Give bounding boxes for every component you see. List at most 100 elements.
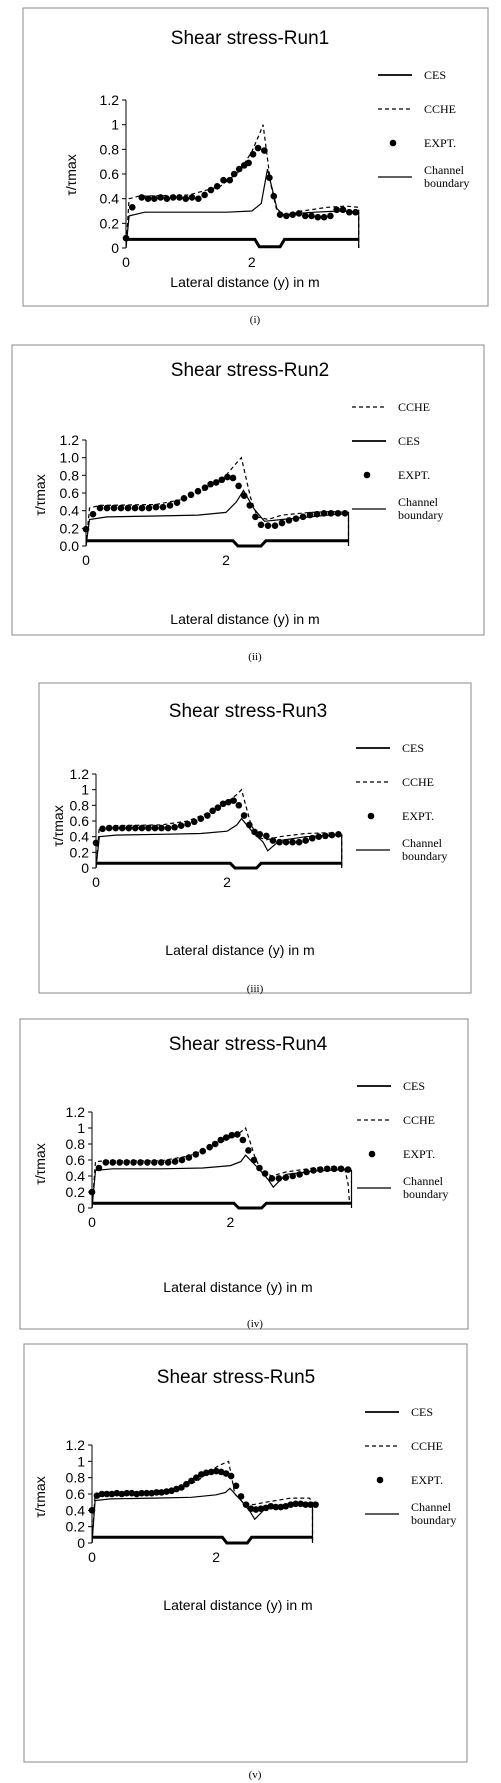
data-point-expt bbox=[178, 1484, 185, 1491]
data-point-expt bbox=[232, 1482, 240, 1490]
data-point-expt bbox=[276, 211, 284, 218]
y-tick-label: 0.2 bbox=[60, 520, 80, 536]
legend-label-cche: CCHE bbox=[411, 1439, 443, 1453]
data-point-expt bbox=[151, 824, 159, 832]
data-point-expt bbox=[283, 212, 290, 220]
data-point-expt bbox=[123, 1159, 130, 1166]
data-point-expt bbox=[246, 821, 253, 829]
data-point-expt bbox=[320, 510, 328, 517]
data-point-expt bbox=[235, 165, 243, 173]
x-tick-label: 2 bbox=[223, 874, 231, 890]
data-point-expt bbox=[143, 1489, 150, 1497]
data-point-expt bbox=[245, 159, 252, 167]
data-point-expt bbox=[333, 206, 340, 214]
data-point-expt bbox=[211, 1140, 219, 1148]
y-tick-label: 0.4 bbox=[100, 191, 120, 207]
data-point-expt bbox=[275, 1175, 283, 1182]
data-point-expt bbox=[173, 499, 181, 507]
data-point-expt bbox=[201, 484, 209, 492]
y-tick-label: 0.6 bbox=[100, 166, 120, 182]
data-point-expt bbox=[124, 504, 132, 512]
data-point-expt bbox=[242, 1501, 250, 1508]
legend-swatch-expt bbox=[389, 139, 397, 147]
data-point-expt bbox=[237, 1493, 245, 1500]
x-axis-label: Lateral distance (y) in m bbox=[170, 611, 319, 627]
data-point-expt bbox=[95, 1164, 103, 1172]
chart-title: Shear stress-Run5 bbox=[157, 1367, 315, 1388]
data-point-expt bbox=[108, 1490, 116, 1498]
data-point-expt bbox=[306, 511, 314, 519]
legend-label-channel-boundary: Channel boundary bbox=[403, 1174, 448, 1201]
data-point-expt bbox=[352, 208, 359, 216]
data-point-expt bbox=[299, 513, 307, 521]
data-point-expt bbox=[277, 1503, 285, 1511]
data-point-expt bbox=[217, 1136, 225, 1144]
data-point-expt bbox=[113, 1489, 121, 1497]
y-tick-label: 0.8 bbox=[100, 141, 120, 157]
legend: CES CCHE EXPT. Channel boundary bbox=[378, 68, 469, 190]
y-tick-label: 1.2 bbox=[66, 1437, 86, 1453]
legend-label-channel-boundary: Channel boundary bbox=[398, 495, 443, 522]
legend-label-channel-boundary: Channel boundary bbox=[411, 1500, 456, 1527]
data-point-expt bbox=[292, 1500, 300, 1508]
data-point-expt bbox=[213, 183, 221, 190]
chart-frame bbox=[38, 682, 472, 994]
data-point-expt bbox=[207, 480, 214, 488]
data-point-expt bbox=[164, 824, 172, 832]
data-point-expt bbox=[240, 492, 248, 499]
data-point-expt bbox=[289, 838, 296, 846]
data-point-expt bbox=[313, 510, 321, 518]
data-point-expt bbox=[297, 1500, 304, 1508]
series-line-cche bbox=[85, 456, 350, 547]
data-point-expt bbox=[328, 831, 336, 839]
data-point-expt bbox=[145, 824, 152, 832]
data-point-expt bbox=[266, 174, 273, 181]
x-tick-label: 0 bbox=[88, 1214, 96, 1230]
series-line-channel-boundary bbox=[86, 539, 349, 548]
data-point-expt bbox=[212, 1467, 220, 1475]
data-point-expt bbox=[204, 812, 211, 819]
data-point-expt bbox=[110, 504, 118, 512]
y-tick-label: 1.2 bbox=[100, 92, 120, 108]
data-point-expt bbox=[171, 1158, 179, 1165]
data-point-expt bbox=[88, 1507, 96, 1514]
data-point-expt bbox=[198, 1471, 205, 1478]
data-point-expt bbox=[207, 1468, 215, 1476]
chart-panel-5: Shear stress-Run5 00.20.40.60.811.2 0 2 τ/τm… bbox=[23, 1343, 468, 1781]
y-tick-label: 0.0 bbox=[60, 538, 80, 554]
legend-label-line: Channel bbox=[424, 163, 465, 177]
data-point-expt bbox=[219, 800, 227, 808]
data-point-expt bbox=[103, 504, 111, 512]
legend-label-expt: EXPT. bbox=[398, 468, 430, 482]
series-line-ces bbox=[125, 168, 360, 249]
data-point-expt bbox=[145, 504, 153, 512]
data-point-expt bbox=[206, 1143, 213, 1151]
data-point-expt bbox=[246, 502, 254, 509]
data-point-expt bbox=[166, 502, 174, 509]
data-point-expt bbox=[235, 482, 242, 490]
data-point-expt bbox=[151, 195, 158, 202]
chart-title: Shear stress-Run3 bbox=[169, 701, 327, 722]
data-point-expt bbox=[92, 839, 100, 847]
legend-label-ces: CES bbox=[411, 1405, 433, 1419]
y-tick-label: 1.2 bbox=[70, 766, 90, 782]
data-point-expt bbox=[252, 1506, 260, 1513]
legend: CES CCHE EXPT. Channel boundary bbox=[356, 741, 447, 863]
data-point-expt bbox=[128, 204, 136, 211]
data-point-expt bbox=[82, 525, 90, 533]
legend-label-line: boundary bbox=[411, 1513, 456, 1527]
data-point-expt bbox=[88, 1188, 96, 1196]
data-point-expt bbox=[254, 144, 262, 152]
legend: CCHE CES EXPT. Channel boundary bbox=[352, 400, 443, 522]
data-point-expt bbox=[220, 176, 227, 184]
data-point-expt bbox=[322, 832, 329, 840]
x-tick-label: 2 bbox=[222, 552, 230, 568]
series-line-channel-boundary bbox=[96, 861, 342, 870]
data-point-expt bbox=[268, 1175, 276, 1182]
data-point-expt bbox=[180, 495, 188, 502]
y-tick-label: 0 bbox=[77, 1535, 85, 1551]
y-tick-label: 0.6 bbox=[70, 813, 90, 829]
data-point-expt bbox=[157, 1159, 165, 1166]
data-point-expt bbox=[158, 1489, 165, 1496]
data-point-expt bbox=[212, 479, 220, 486]
